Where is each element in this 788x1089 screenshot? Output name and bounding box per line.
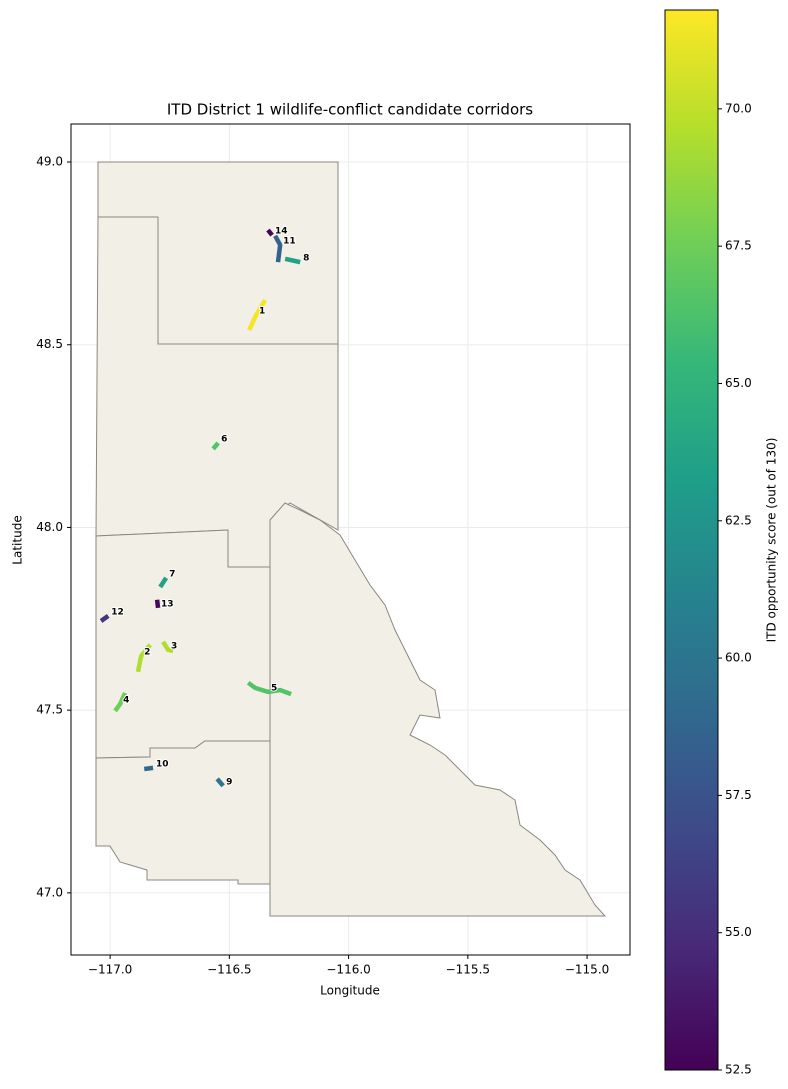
corridor-label: 7 (169, 569, 175, 579)
corridor (113, 692, 128, 713)
corridor (135, 643, 152, 673)
corridor-label: 9 (226, 777, 232, 787)
corridor-label: 3 (171, 641, 177, 651)
corridor-label: 10 (156, 759, 169, 769)
corridor (143, 765, 154, 772)
corridor-label: 6 (221, 435, 227, 445)
x-tick-label: −116.0 (326, 963, 370, 977)
colorbar-label: ITD opportunity score (out of 130) (765, 438, 779, 643)
colorbar-tick-label: 70.0 (725, 101, 752, 115)
corridor (273, 234, 283, 263)
corridor (247, 298, 268, 332)
x-tick-label: −116.5 (207, 963, 251, 977)
colorbar-tick-label: 65.0 (725, 376, 752, 390)
county (269, 502, 607, 917)
colorbar-tick-label: 60.0 (725, 651, 752, 665)
colorbar-tick-label: 57.5 (725, 788, 752, 802)
corridor (211, 441, 220, 451)
corridor (284, 256, 301, 265)
corridor (215, 777, 225, 788)
corridor (99, 614, 110, 623)
x-tick-label: −117.0 (88, 963, 132, 977)
corridor-label: 4 (123, 695, 129, 705)
corridor-label: 14 (275, 227, 288, 237)
y-tick-label: 48.0 (36, 520, 63, 534)
colorbar-tick-label: 52.5 (725, 1063, 752, 1077)
y-axis-label: Latitude (11, 515, 25, 564)
y-tick-label: 47.0 (36, 885, 63, 899)
y-tick-label: 47.5 (36, 703, 63, 717)
corridor-label: 1 (259, 307, 265, 317)
x-axis-label: Longitude (320, 984, 380, 998)
y-tick-label: 48.5 (36, 337, 63, 351)
colorbar-tick-label: 62.5 (725, 513, 752, 527)
colorbar (664, 9, 719, 1071)
corridor (246, 680, 292, 697)
x-tick-label: −115.0 (565, 963, 609, 977)
y-tick-label: 49.0 (36, 155, 63, 169)
county (95, 740, 271, 885)
colorbar-tick-label: 67.5 (725, 239, 752, 253)
chart-title: ITD District 1 wildlife-conflict candida… (167, 101, 533, 119)
corridor (158, 576, 169, 589)
corridor (154, 599, 161, 609)
corridor-label: 5 (271, 683, 277, 693)
corridor-label: 8 (303, 254, 309, 264)
colorbar-tick-label: 55.0 (725, 925, 752, 939)
plot-frame (70, 123, 631, 956)
corridor-label: 13 (161, 599, 174, 609)
corridor-label: 2 (144, 648, 150, 658)
corridor (266, 228, 274, 237)
x-tick-label: −115.5 (446, 963, 490, 977)
counties (95, 161, 607, 917)
corridor (161, 640, 174, 654)
corridor-label: 11 (283, 236, 296, 246)
corridor-label: 12 (111, 607, 124, 617)
